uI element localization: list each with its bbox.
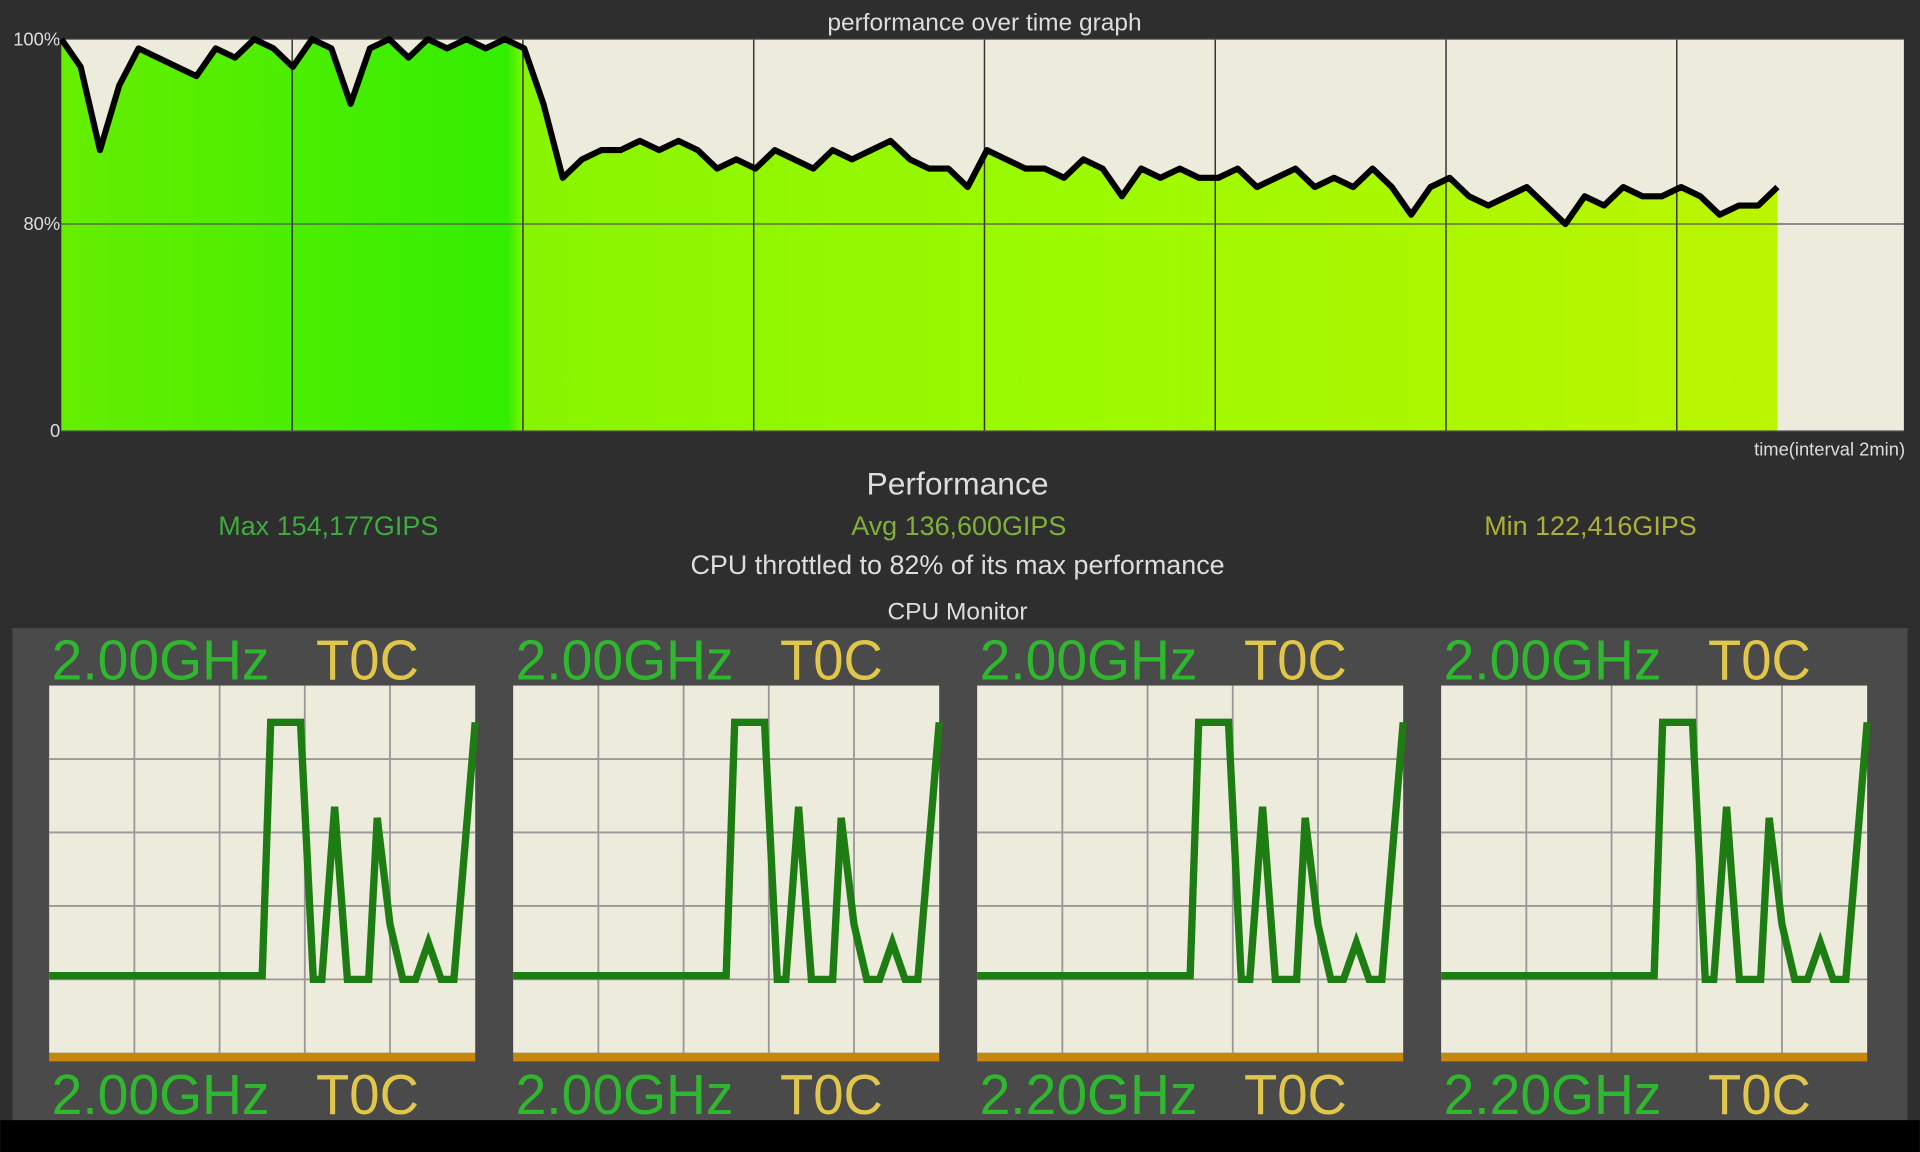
- load-line: [513, 718, 943, 984]
- freq-label: 2.20GHz: [980, 1063, 1198, 1126]
- load-line: [49, 718, 479, 984]
- temp-label: T0C: [780, 1063, 883, 1126]
- avg-stat: Avg 136,600GIPS: [851, 511, 1066, 541]
- freq-label: 2.00GHz: [980, 628, 1198, 691]
- performance-line: [58, 36, 1780, 228]
- freq-label: 2.20GHz: [1444, 1063, 1662, 1126]
- freq-label: 2.00GHz: [52, 628, 270, 691]
- temp-label: T0C: [316, 1063, 419, 1126]
- y-tick-label: 80%: [23, 213, 60, 234]
- load-line: [1441, 718, 1871, 984]
- load-baseline: [49, 1052, 476, 1062]
- temp-label: T0C: [1244, 628, 1347, 691]
- freq-label: 2.00GHz: [516, 1063, 734, 1126]
- freq-label: 2.00GHz: [52, 1063, 270, 1126]
- load-baseline: [1441, 1052, 1868, 1062]
- temp-label: T0C: [1708, 1063, 1811, 1126]
- temp-label: T0C: [316, 628, 419, 691]
- temp-label: T0C: [1244, 1063, 1347, 1126]
- stats-title: Performance: [866, 466, 1048, 502]
- min-stat: Min 122,416GIPS: [1484, 511, 1697, 541]
- x-axis-label: time(interval 2min): [1754, 438, 1905, 459]
- summary: CPU throttled to 82% of its max performa…: [690, 550, 1224, 580]
- performance-area: [61, 39, 1778, 431]
- load-baseline: [513, 1052, 940, 1062]
- freq-label: 2.00GHz: [1444, 628, 1662, 691]
- y-tick-label: 100%: [13, 28, 60, 49]
- y-tick-label: 0: [50, 420, 60, 441]
- bottom-bar: [0, 1120, 1920, 1152]
- temp-label: T0C: [1708, 628, 1811, 691]
- load-line: [977, 718, 1407, 984]
- monitor-title: CPU Monitor: [888, 598, 1028, 625]
- load-baseline: [977, 1052, 1404, 1062]
- freq-label: 2.00GHz: [516, 628, 734, 691]
- graph-title: performance over time graph: [827, 10, 1141, 37]
- temp-label: T0C: [780, 628, 883, 691]
- max-stat: Max 154,177GIPS: [218, 511, 438, 541]
